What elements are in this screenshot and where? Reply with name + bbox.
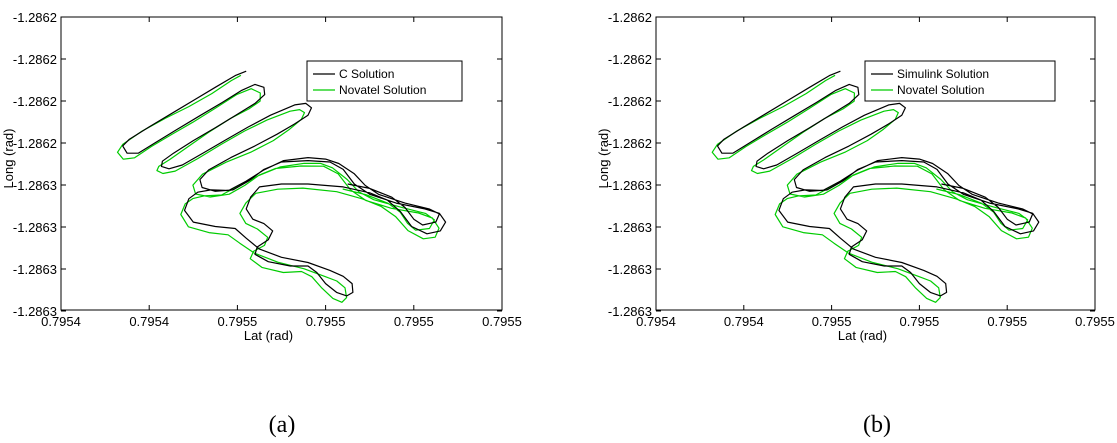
x-tick-label: 0.7954 <box>41 314 81 329</box>
y-tick-label: -1.2863 <box>608 304 652 319</box>
x-tick-label: 0.7955 <box>900 314 940 329</box>
x-tick-label: 0.7955 <box>218 314 258 329</box>
y-tick-label: -1.2863 <box>13 178 57 193</box>
y-tick-label: -1.2862 <box>608 52 652 67</box>
chart-panel-b: 0.7954 0.7954 0.7955 0.7955 0.7955 0.7955 -1.2… <box>596 10 1115 438</box>
y-tick-label: -1.2863 <box>608 178 652 193</box>
x-tick-label: 0.7955 <box>987 314 1027 329</box>
x-tick-label: 0.7954 <box>129 314 169 329</box>
legend-label: Novatel Solution <box>339 83 426 97</box>
y-tick-label: -1.2863 <box>608 220 652 235</box>
y-tick-label: -1.2862 <box>13 52 57 67</box>
chart-panel-a: 0.7954 0.7954 0.7955 0.7955 0.7955 0.7955 -1.2… <box>1 10 522 438</box>
y-tick-label: -1.2862 <box>13 10 57 25</box>
legend-label: Novatel Solution <box>897 83 984 97</box>
x-tick-label: 0.7955 <box>482 314 522 329</box>
x-tick-label: 0.7955 <box>306 314 346 329</box>
x-axis-label: Lat (rad) <box>244 328 293 343</box>
series-line-reference <box>716 70 1040 297</box>
y-tick-label: -1.2862 <box>608 10 652 25</box>
y-tick-label: -1.2863 <box>608 262 652 277</box>
y-axis-label: Long (rad) <box>596 129 611 189</box>
x-tick-label: 0.7954 <box>724 314 764 329</box>
x-tick-label: 0.7955 <box>1075 314 1115 329</box>
x-axis-label: Lat (rad) <box>838 328 887 343</box>
y-tick-label: -1.2863 <box>13 304 57 319</box>
x-tick-label: 0.7955 <box>394 314 434 329</box>
y-tick-label: -1.2862 <box>13 94 57 109</box>
x-tick-label: 0.7954 <box>636 314 676 329</box>
y-tick-label: -1.2863 <box>13 262 57 277</box>
y-tick-label: -1.2862 <box>608 136 652 151</box>
legend-box <box>864 60 1056 102</box>
y-tick-label: -1.2862 <box>608 94 652 109</box>
y-tick-label: -1.2862 <box>13 136 57 151</box>
panel-caption: (b) <box>863 412 891 438</box>
legend-label: Simulink Solution <box>897 67 989 81</box>
y-axis-label: Long (rad) <box>1 129 16 189</box>
series-line-reference <box>122 70 447 297</box>
legend-label: C Solution <box>339 67 394 81</box>
legend-box <box>306 60 463 102</box>
panel-caption: (a) <box>269 412 296 438</box>
y-tick-label: -1.2863 <box>13 220 57 235</box>
x-tick-label: 0.7955 <box>812 314 852 329</box>
